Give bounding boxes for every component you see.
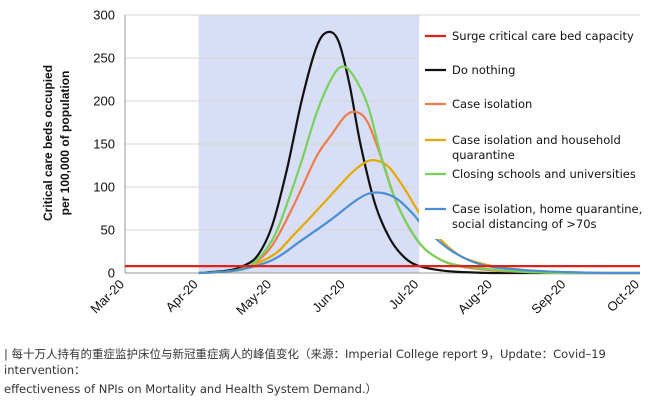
y-tick-labels: 0 50 100 150 200 250 300 [93, 8, 115, 281]
legend-label: Do nothing [452, 63, 515, 77]
y-tick-label: 300 [93, 8, 115, 23]
x-tick-labels: Mar-20 Apr-20 May-20 Jun-20 Jul-20 Aug-20 Sep-… [87, 277, 642, 318]
legend-label: Case isolation, home quarantine, [452, 202, 642, 216]
y-gridlines [125, 14, 640, 231]
y-tick-label: 200 [93, 94, 115, 109]
y-tick-label: 250 [93, 51, 115, 66]
legend-label-cont: social distancing of >70s [452, 217, 597, 231]
y-axis-label: Critical care beds occupied per 100,000 … [41, 65, 72, 221]
y-tick-label: 50 [101, 223, 115, 238]
chart: 0 50 100 150 200 250 300 Mar-20 Apr-20 May-20 Jun… [41, 8, 642, 318]
legend-label: Closing schools and universities [452, 167, 636, 181]
x-tick-label: Jun-20 [309, 277, 348, 316]
y-axis-label-line-2: per 100,000 of population [58, 71, 72, 216]
series-line-5 [198, 191, 640, 275]
x-tick-label: Jul-20 [386, 277, 422, 313]
legend: Surge critical care bed capacity Do nothi… [419, 22, 642, 239]
legend-label: Case isolation and household [452, 133, 621, 147]
y-axis-label-line-1: Critical care beds occupied [41, 65, 55, 221]
caption-line-2: effectiveness of NPIs on Mortality and H… [4, 382, 378, 396]
x-tick-label: Oct-20 [604, 277, 642, 315]
series-lines [125, 30, 640, 275]
x-tick-label: Apr-20 [162, 277, 200, 315]
legend-label: Case isolation [452, 97, 532, 111]
series-line-4 [198, 65, 640, 275]
x-tick-label: Mar-20 [87, 277, 127, 317]
caption-line-1: | 每十万人持有的重症监护床位与新冠重症病人的峰值变化（来源：Imperial … [4, 347, 606, 377]
legend-box [419, 22, 640, 239]
x-tick-label: Aug-20 [455, 277, 495, 317]
legend-label-cont: quarantine [452, 148, 515, 162]
y-tick-label: 0 [108, 266, 115, 281]
x-tick-label: Sep-20 [528, 277, 568, 317]
y-tick-label: 100 [93, 180, 115, 195]
legend-label: Surge critical care bed capacity [452, 29, 634, 43]
x-tick-label: May-20 [233, 277, 274, 318]
series-line-1 [198, 30, 640, 275]
y-tick-label: 150 [93, 137, 115, 152]
